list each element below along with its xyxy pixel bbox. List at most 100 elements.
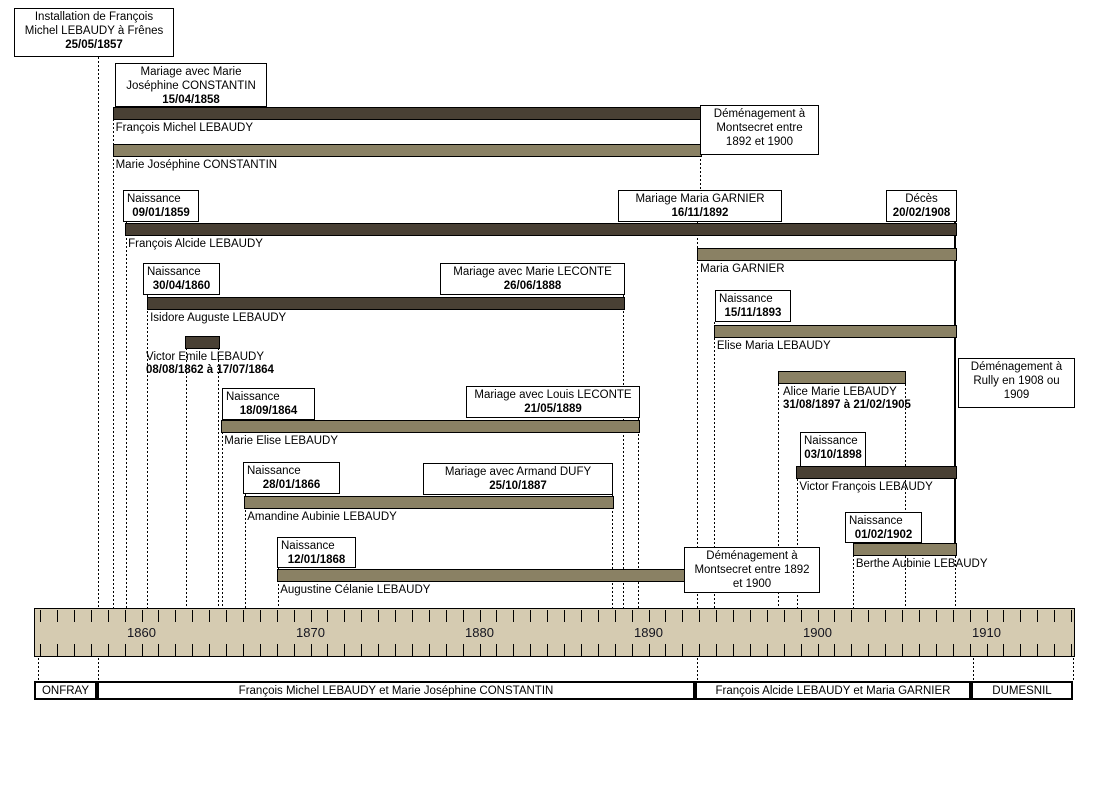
axis-tick-top [935,609,937,622]
date-guide-dashed-line [185,348,187,608]
axis-tick-top [952,609,954,622]
axis-tick-top [580,609,582,622]
axis-tick-bottom [918,643,920,656]
person-name: Victor Emile LEBAUDY [146,351,265,363]
event-text-line: Décès [905,193,938,205]
axis-tick-bottom [530,643,532,656]
axis-tick-top [631,609,633,622]
axis-tick-top [749,609,751,622]
axis-year-label: 1870 [296,625,325,640]
event-text-line: Naissance [849,515,903,527]
axis-tick-bottom [766,643,768,656]
person-dates: 08/08/1862 à 17/07/1864 [146,364,274,376]
person-label: Augustine Célanie LEBAUDY [280,584,430,597]
event-date: 30/04/1860 [152,280,211,292]
person-bar [147,297,625,310]
date-guide-dashed-line [218,348,219,608]
event-text-line: Déménagement à [970,361,1063,373]
person-name: Isidore Auguste LEBAUDY [150,312,287,324]
event-box: Naissance 30/04/1860 [143,263,220,295]
axis-tick-top [834,609,836,622]
event-box: Naissance 03/10/1898 [800,432,866,467]
person-label: Elise Maria LEBAUDY [717,340,831,353]
event-text-line: Montsecret entre [716,122,803,134]
person-name: Maria GARNIER [700,263,785,275]
event-date: 15/11/1893 [724,307,782,319]
event-text-line: Naissance [719,293,773,305]
period-segment-label: François Michel LEBAUDY et Marie Joséphi… [238,684,554,697]
axis-year-label: 1880 [465,625,494,640]
event-text-line: Naissance [804,435,858,447]
person-label: Marie Joséphine CONSTANTIN [116,159,277,172]
event-text-line: 1892 et 1900 [725,136,794,148]
axis-tick-bottom [665,643,667,656]
axis-tick-top [293,609,295,622]
person-name: Victor François LEBAUDY [799,481,933,493]
axis-tick-bottom [428,643,430,656]
axis-tick-top [327,609,329,622]
axis-tick-bottom [682,643,684,656]
axis-tick-bottom [631,643,633,656]
period-segment: François Alcide LEBAUDY et Maria GARNIER [695,681,971,700]
event-box: Naissance 18/09/1864 [222,388,315,420]
axis-tick-top [969,609,971,622]
axis-tick-top [124,609,126,622]
axis-tick-bottom [699,643,701,656]
axis-tick-top [530,609,532,622]
axis-tick-top [57,609,58,622]
axis-tick-top [851,609,853,622]
event-text-line: Mariage avec Louis LECONTE [474,389,632,401]
axis-tick-bottom [885,643,887,656]
person-dates: 31/08/1897 à 21/02/1905 [783,399,911,411]
person-label: Berthe Aubinie LEBAUDY [856,558,988,571]
axis-tick-top [141,609,143,622]
date-guide-dashed-line [700,155,701,222]
axis-tick-top [344,609,346,622]
axis-tick-top [1037,609,1039,622]
axis-tick-top [1071,609,1072,622]
person-bar [713,325,958,338]
axis-tick-bottom [952,643,954,656]
event-date: 20/02/1908 [892,207,951,219]
axis-tick-bottom [496,643,498,656]
event-text-line: Déménagement à [706,550,798,562]
period-segment: DUMESNIL [971,681,1073,700]
axis-tick-bottom [445,643,447,656]
person-bar [852,543,958,556]
axis-tick-bottom [1020,643,1022,656]
axis-tick-bottom [141,643,143,656]
axis-tick-bottom [462,643,464,656]
axis-tick-top [242,609,244,622]
event-box: Décès 20/02/1908 [886,190,957,222]
person-bar [125,223,958,236]
event-box: Déménagement à Rully en 1908 ou 1909 [958,358,1075,408]
event-text-line: Michel LEBAUDY à Frênes [24,25,164,37]
axis-tick-top [800,609,802,622]
axis-tick-bottom [868,643,870,656]
axis-tick-top [513,609,515,622]
axis-tick-bottom [73,643,75,656]
time-axis-band [34,608,1075,657]
date-guide-dashed-line [221,420,223,608]
axis-tick-bottom [902,643,903,656]
date-guide-dashed-line [244,494,246,608]
person-label: Marie Elise LEBAUDY [224,435,338,448]
axis-tick-bottom [90,643,92,656]
date-guide-dashed-line [147,295,148,608]
axis-tick-bottom [40,643,42,656]
axis-tick-bottom [293,643,295,656]
person-name: Amandine Aubinie LEBAUDY [247,511,397,523]
date-guide-dashed-line [125,222,127,608]
axis-tick-top [682,609,684,622]
axis-tick-bottom [259,643,261,656]
axis-tick-bottom [327,643,329,656]
period-segment-label: ONFRAY [41,684,90,697]
axis-tick-bottom [648,643,650,656]
axis-tick-top [445,609,447,622]
axis-tick-top [479,609,481,622]
axis-tick-top [716,609,718,622]
person-bar [277,569,687,582]
person-bar [221,420,641,433]
axis-tick-top [462,609,464,622]
event-box: Naissance 09/01/1859 [123,190,199,222]
